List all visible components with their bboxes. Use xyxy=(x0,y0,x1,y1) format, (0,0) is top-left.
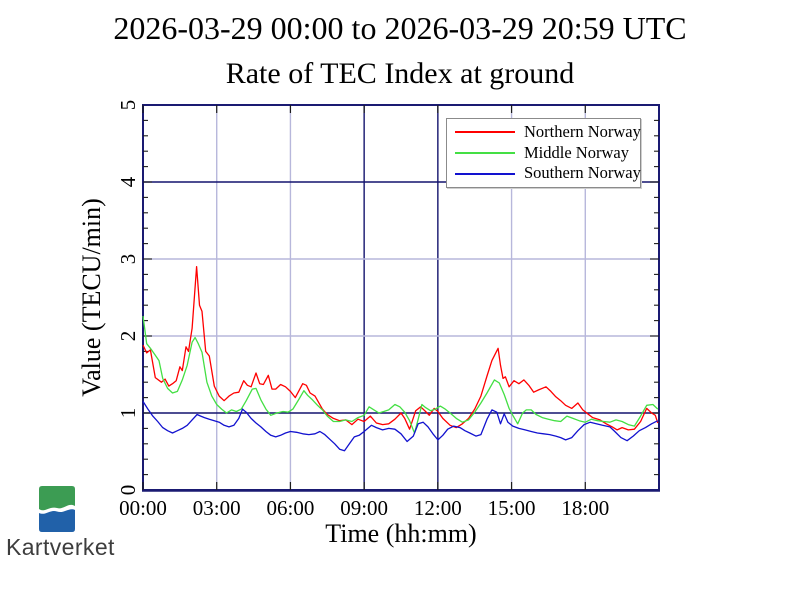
svg-text:09:00: 09:00 xyxy=(340,496,388,520)
x-axis-label: Time (hh:mm) xyxy=(325,519,476,548)
series-line-middle-norway xyxy=(142,315,659,434)
legend-item-northern-norway: Northern Norway xyxy=(453,122,641,143)
series-line-northern-norway xyxy=(142,266,659,431)
svg-text:1: 1 xyxy=(116,408,140,419)
kartverket-logo-icon xyxy=(39,486,75,532)
legend-item-southern-norway: Southern Norway xyxy=(453,163,641,184)
svg-text:03:00: 03:00 xyxy=(193,496,241,520)
svg-text:00:00: 00:00 xyxy=(119,496,167,520)
svg-text:2: 2 xyxy=(116,331,140,342)
legend-label: Southern Norway xyxy=(524,163,641,183)
series-line-southern-norway xyxy=(142,401,659,452)
legend-item-middle-norway: Middle Norway xyxy=(453,143,634,164)
svg-text:15:00: 15:00 xyxy=(488,496,536,520)
middle-norway-line-swatch xyxy=(455,152,515,154)
kartverket-wordmark: Kartverket xyxy=(6,534,115,560)
page-title-plot-name: Rate of TEC Index at ground xyxy=(225,57,575,90)
svg-text:4: 4 xyxy=(116,176,140,187)
legend-label: Northern Norway xyxy=(524,122,641,142)
chart-legend: Northern Norway Middle Norway Southern N… xyxy=(446,118,641,188)
southern-norway-line-swatch xyxy=(455,172,515,175)
svg-text:5: 5 xyxy=(116,100,140,111)
legend-label: Middle Norway xyxy=(524,142,629,162)
page-title-date-range: 2026-03-29 00:00 to 2026-03-29 20:59 UTC xyxy=(113,10,687,46)
svg-text:18:00: 18:00 xyxy=(561,496,609,520)
svg-text:0: 0 xyxy=(116,485,140,496)
svg-text:06:00: 06:00 xyxy=(267,496,315,520)
y-axis-label: Value (TECU/min) xyxy=(77,198,106,397)
svg-text:12:00: 12:00 xyxy=(414,496,462,520)
northern-norway-line-swatch xyxy=(455,131,515,134)
kartverket-logo: Kartverket xyxy=(6,486,138,561)
svg-text:3: 3 xyxy=(116,254,140,265)
